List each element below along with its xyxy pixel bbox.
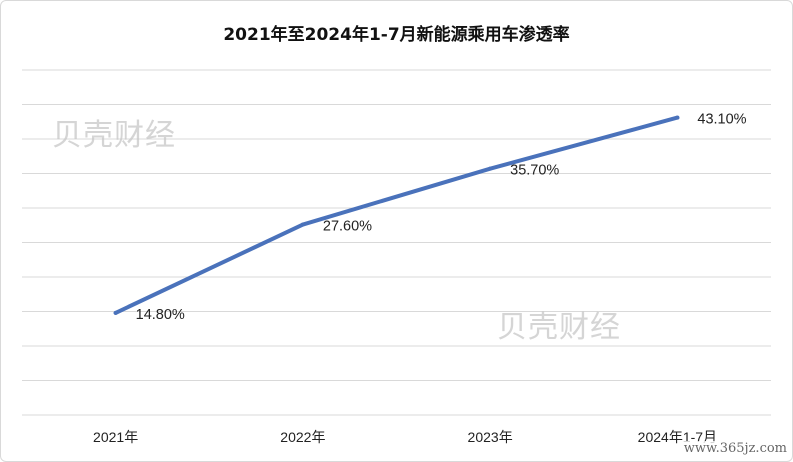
data-label: 27.60% [323, 219, 372, 235]
data-point [300, 222, 305, 227]
series-line [113, 115, 680, 315]
x-tick-label: 2023年 [468, 429, 513, 445]
watermark: 贝壳财经 [52, 118, 176, 153]
data-label: 35.70% [510, 163, 559, 179]
x-tick-label: 2021年 [93, 429, 138, 445]
watermark: 贝壳财经 [497, 310, 621, 345]
site-watermark: www.365jz.com [683, 441, 787, 456]
data-label: 43.10% [697, 112, 746, 128]
data-point [675, 115, 680, 120]
data-label: 14.80% [136, 307, 185, 323]
data-point [488, 166, 493, 171]
x-tick-label: 2022年 [280, 429, 325, 445]
data-point [113, 310, 118, 315]
chart-title: 2021年至2024年1-7月新能源乘用车渗透率 [223, 25, 570, 45]
